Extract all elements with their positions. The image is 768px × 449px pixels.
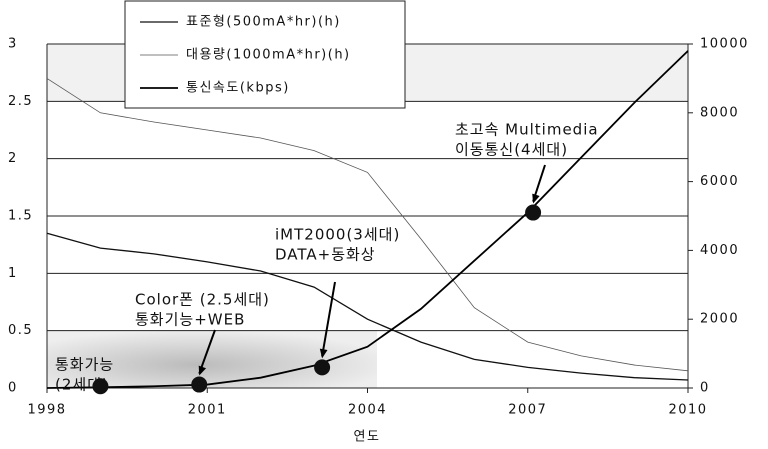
annotation-text: 초고속 Multimedia bbox=[455, 121, 599, 139]
series-line bbox=[46, 78, 689, 372]
annotation-text: iMT2000(3세대) bbox=[275, 226, 400, 244]
annotation-text: 통화기능+WEB bbox=[135, 311, 245, 329]
legend-label: 대용량(1000mA*hr)(h) bbox=[186, 48, 351, 63]
marker bbox=[92, 378, 109, 395]
series-line bbox=[46, 232, 689, 381]
marker bbox=[191, 376, 208, 393]
x-tick-label: 2007 bbox=[508, 403, 547, 418]
x-tick-label: 2010 bbox=[668, 403, 707, 418]
y-tick-label: 1.5 bbox=[8, 209, 33, 224]
annotation-arrow bbox=[198, 329, 216, 374]
arrow-head bbox=[198, 365, 207, 376]
series-line bbox=[46, 50, 689, 389]
annotation-text: DATA+동화상 bbox=[275, 246, 376, 264]
x-axis-label: 연도 bbox=[354, 430, 381, 445]
y2-tick-label: 10000 bbox=[700, 37, 749, 52]
y-tick-label: 3 bbox=[8, 37, 18, 52]
y2-tick-label: 8000 bbox=[700, 105, 739, 120]
legend-label: 표준형(500mA*hr)(h) bbox=[186, 15, 341, 30]
x-tick-label: 2004 bbox=[348, 403, 387, 418]
annotation-arrow bbox=[321, 281, 336, 357]
x-tick-label: 2001 bbox=[188, 403, 227, 418]
annotation-text: 이동통신(4세대) bbox=[455, 141, 568, 159]
marker bbox=[314, 359, 331, 376]
x-tick-label: 1998 bbox=[27, 403, 66, 418]
y-tick-label: 0 bbox=[8, 381, 18, 396]
arrow-head bbox=[319, 348, 328, 359]
y-tick-label: 2 bbox=[8, 151, 18, 166]
legend-box bbox=[124, 0, 406, 109]
y-tick-label: 1 bbox=[8, 266, 18, 281]
y2-tick-label: 4000 bbox=[700, 243, 739, 258]
y2-tick-label: 6000 bbox=[700, 174, 739, 189]
y2-tick-label: 0 bbox=[700, 381, 710, 396]
annotation-text: 통화가능 bbox=[55, 356, 114, 374]
y-tick-label: 0.5 bbox=[8, 323, 33, 338]
arrow-head bbox=[532, 193, 540, 204]
y2-tick-label: 2000 bbox=[700, 312, 739, 327]
marker bbox=[525, 204, 542, 221]
annotation-text: Color폰 (2.5세대) bbox=[135, 291, 270, 309]
legend-label: 통신속도(kbps) bbox=[186, 81, 290, 96]
y-tick-label: 2.5 bbox=[8, 94, 33, 109]
